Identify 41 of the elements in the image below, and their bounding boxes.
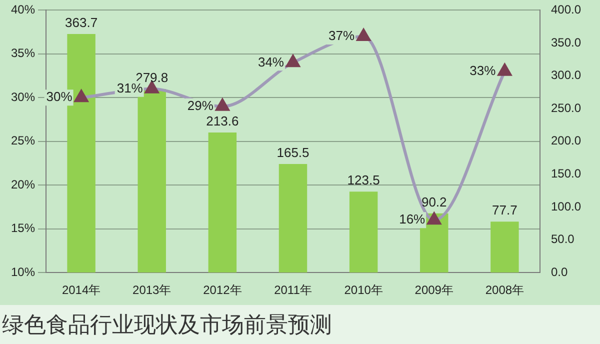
y-tick-label: 40% (10, 2, 36, 17)
text: 绿色食品行业现状及市场前景预测 (2, 312, 332, 340)
y2-tick-label: 350.0 (550, 35, 582, 50)
x-tick-label: 2009年 (414, 283, 454, 298)
data-label: 30% (46, 89, 73, 104)
y-tick-label: 20% (10, 177, 36, 192)
data-label: 31% (116, 80, 144, 96)
bar (208, 132, 237, 273)
data-label: 165.5 (276, 145, 310, 160)
x-tick-label: 2010年 (344, 283, 383, 298)
y2-tick-label: 50.0 (550, 232, 575, 246)
y2-tick-label: 150.0 (550, 166, 582, 181)
y2-tick-label: 400.0 (550, 2, 582, 17)
y2-tick-label: 250.0 (550, 100, 582, 115)
y-tick-label: 15% (10, 221, 36, 236)
x-tick-label: 2008年 (485, 283, 524, 298)
bar (490, 222, 519, 273)
y-tick-label: 25% (10, 134, 36, 148)
data-label: 363.7 (65, 15, 98, 30)
data-label: 34% (258, 54, 284, 70)
data-label: 77.7 (492, 202, 518, 218)
y2-tick-label: 0.0 (550, 264, 568, 279)
data-label: 33% (470, 63, 496, 78)
data-label: 16% (399, 212, 426, 227)
y-tick-label: 30% (10, 90, 36, 104)
y2-tick-label: 300.0 (550, 68, 582, 82)
data-label: 29% (187, 98, 214, 113)
data-label: 37% (328, 28, 355, 44)
y2-tick-label: 100.0 (550, 199, 582, 214)
x-tick-label: 2014年 (62, 283, 101, 298)
data-label: 90.2 (421, 194, 447, 210)
y2-tick-label: 200.0 (550, 134, 582, 148)
y-tick-label: 35% (10, 46, 36, 60)
bar (278, 164, 308, 273)
y-tick-label: 10% (10, 264, 36, 279)
data-label: 123.5 (347, 172, 380, 188)
x-tick-label: 2012年 (203, 283, 242, 298)
x-tick-label: 2013年 (132, 283, 172, 298)
x-tick-label: 2011年 (274, 283, 312, 298)
bar (349, 192, 378, 273)
data-label: 213.6 (206, 114, 239, 129)
